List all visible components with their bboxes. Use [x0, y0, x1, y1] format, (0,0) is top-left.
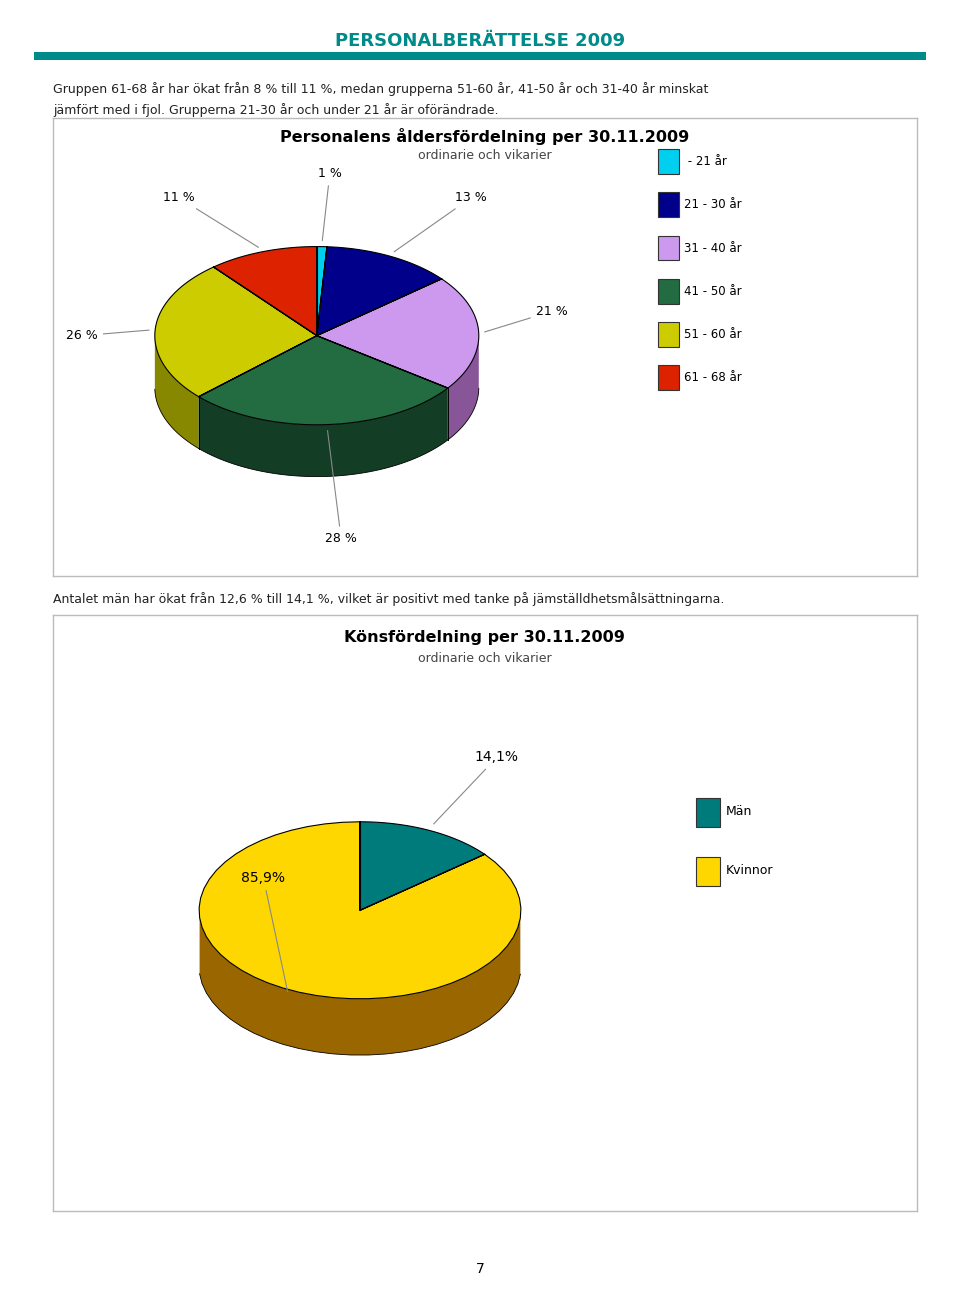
- Polygon shape: [155, 338, 199, 449]
- Text: Antalet män har ökat från 12,6 % till 14,1 %, vilket är positivt med tanke på jä: Antalet män har ökat från 12,6 % till 14…: [53, 592, 724, 606]
- Text: 61 - 68 år: 61 - 68 år: [684, 372, 742, 384]
- Polygon shape: [448, 336, 479, 440]
- Text: ordinarie och vikarier: ordinarie och vikarier: [418, 652, 552, 665]
- Text: 14,1%: 14,1%: [434, 750, 518, 823]
- Text: jämfört med i fjol. Grupperna 21-30 år och under 21 år är oförändrade.: jämfört med i fjol. Grupperna 21-30 år o…: [53, 103, 498, 118]
- Text: ordinarie och vikarier: ordinarie och vikarier: [418, 149, 552, 162]
- Polygon shape: [199, 335, 448, 425]
- Polygon shape: [213, 246, 317, 335]
- Text: 7: 7: [475, 1262, 485, 1276]
- Polygon shape: [199, 387, 448, 476]
- Polygon shape: [200, 918, 520, 1055]
- Text: - 21 år: - 21 år: [684, 156, 728, 168]
- Text: Könsfördelning per 30.11.2009: Könsfördelning per 30.11.2009: [345, 630, 625, 644]
- Text: 28 %: 28 %: [325, 431, 357, 545]
- Text: Män: Män: [726, 805, 752, 818]
- Text: 85,9%: 85,9%: [241, 870, 288, 992]
- Text: 21 %: 21 %: [485, 305, 567, 332]
- Text: Kvinnor: Kvinnor: [726, 864, 773, 877]
- Text: 11 %: 11 %: [163, 191, 258, 247]
- Text: 13 %: 13 %: [395, 191, 487, 251]
- Text: 21 - 30 år: 21 - 30 år: [684, 199, 742, 211]
- Polygon shape: [317, 246, 327, 335]
- Polygon shape: [317, 247, 442, 335]
- Text: PERSONALBERÄTTELSE 2009: PERSONALBERÄTTELSE 2009: [335, 33, 625, 50]
- Polygon shape: [317, 279, 479, 387]
- Text: 41 - 50 år: 41 - 50 år: [684, 285, 742, 297]
- Text: Personalens åldersfördelning per 30.11.2009: Personalens åldersfördelning per 30.11.2…: [280, 128, 689, 145]
- Polygon shape: [360, 822, 485, 910]
- Text: 26 %: 26 %: [66, 329, 149, 342]
- Text: Gruppen 61-68 år har ökat från 8 % till 11 %, medan grupperna 51-60 år, 41-50 år: Gruppen 61-68 år har ökat från 8 % till …: [53, 82, 708, 97]
- Text: 1 %: 1 %: [318, 168, 342, 241]
- Text: 31 - 40 år: 31 - 40 år: [684, 242, 742, 254]
- Polygon shape: [155, 267, 317, 397]
- Text: 51 - 60 år: 51 - 60 år: [684, 329, 742, 340]
- Polygon shape: [199, 822, 521, 999]
